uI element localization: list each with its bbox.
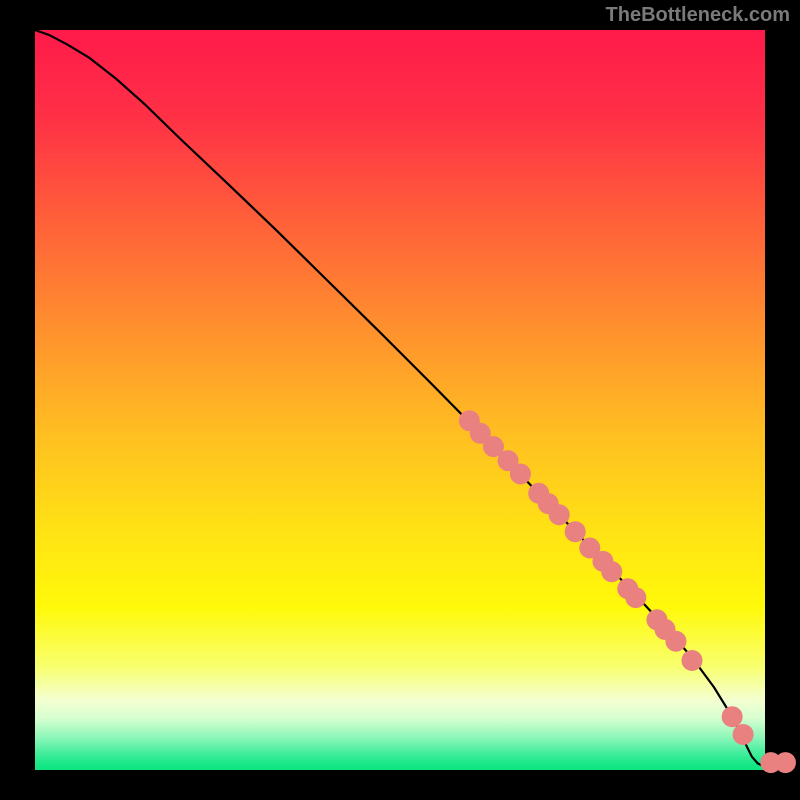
marker-point — [549, 505, 569, 525]
marker-point — [666, 631, 686, 651]
marker-point — [775, 753, 795, 773]
marker-point — [602, 562, 622, 582]
marker-point — [626, 588, 646, 608]
marker-point — [722, 707, 742, 727]
plot-background — [35, 30, 765, 770]
marker-point — [733, 724, 753, 744]
chart-container: TheBottleneck.com — [0, 0, 800, 800]
marker-point — [682, 650, 702, 670]
watermark-text: TheBottleneck.com — [606, 4, 790, 27]
marker-point — [565, 522, 585, 542]
chart-svg — [0, 0, 800, 800]
marker-point — [510, 464, 530, 484]
